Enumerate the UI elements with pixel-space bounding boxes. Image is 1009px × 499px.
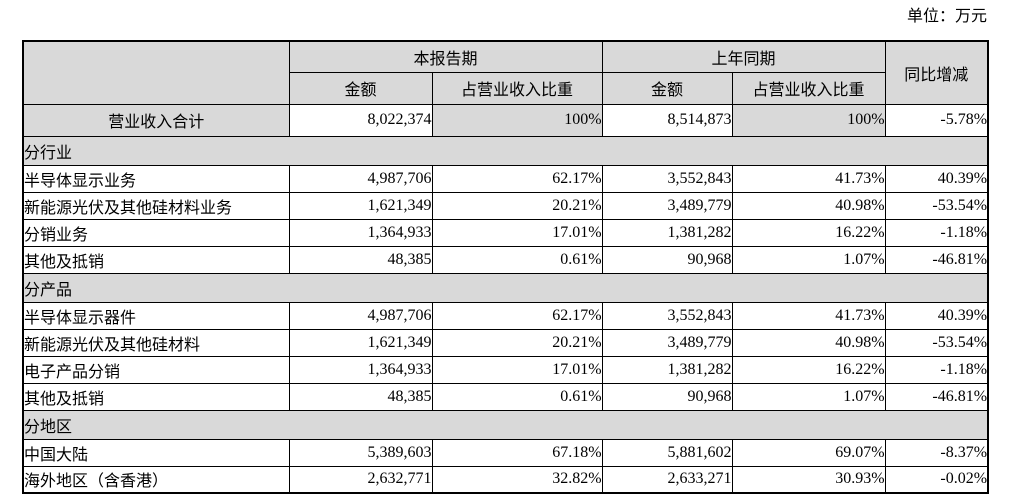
prior-ratio-cell: 1.07% — [731, 245, 886, 274]
table-row: 海外地区（含香港） 2,632,771 32.82% 2,633,271 30.93% -… — [22, 465, 989, 494]
yoy-cell: -1.18% — [884, 355, 989, 384]
current-amount-cell: 4,987,706 — [288, 164, 433, 193]
table-row: 电子产品分销 1,364,933 17.01% 1,381,282 16.22% -1.1… — [22, 355, 989, 384]
yoy-cell: -46.81% — [884, 245, 989, 274]
yoy-change-header: 同比增减 — [884, 40, 989, 105]
prior-ratio-cell: 30.93% — [731, 465, 886, 494]
yoy-cell: -53.54% — [884, 328, 989, 357]
section-title: 分产品 — [22, 272, 989, 303]
table-row: 新能源光伏及其他硅材料业务 1,621,349 20.21% 3,489,779 40.… — [22, 191, 989, 220]
row-label-cell: 营业收入合计 — [22, 103, 290, 137]
prior-amount-cell: 3,552,843 — [601, 301, 733, 330]
current-amount-cell: 4,987,706 — [288, 301, 433, 330]
prior-ratio-cell: 40.98% — [731, 328, 886, 357]
row-label-cell: 新能源光伏及其他硅材料业务 — [22, 191, 290, 220]
current-amount-cell: 1,364,933 — [288, 218, 433, 247]
revenue-breakdown-table: 本报告期 上年同期 同比增减 金额 占营业收入比重 金额 占营业收入比重 营业收… — [22, 40, 990, 494]
current-ratio-cell: 17.01% — [431, 218, 603, 247]
prior-amount-cell: 1,381,282 — [601, 355, 733, 384]
current-ratio-cell: 67.18% — [431, 438, 603, 467]
row-label-cell: 电子产品分销 — [22, 355, 290, 384]
current-amount-cell: 1,364,933 — [288, 355, 433, 384]
header-row-periods: 本报告期 上年同期 同比增减 — [22, 40, 989, 105]
prior-ratio-cell: 40.98% — [731, 191, 886, 220]
row-label-cell: 其他及抵销 — [22, 245, 290, 274]
current-ratio-header: 占营业收入比重 — [431, 71, 603, 105]
current-amount-cell: 1,621,349 — [288, 191, 433, 220]
table-row: 其他及抵销 48,385 0.61% 90,968 1.07% -46.81% — [22, 245, 989, 274]
current-amount-cell: 2,632,771 — [288, 465, 433, 494]
prior-ratio-header: 占营业收入比重 — [731, 71, 886, 105]
blank-header-cell — [22, 40, 290, 105]
current-amount-cell: 48,385 — [288, 245, 433, 274]
prior-amount-cell: 8,514,873 — [601, 103, 733, 137]
current-ratio-cell: 62.17% — [431, 164, 603, 193]
current-ratio-cell: 32.82% — [431, 465, 603, 494]
table-row: 分销业务 1,364,933 17.01% 1,381,282 16.22% -1.18% — [22, 218, 989, 247]
yoy-cell: 40.39% — [884, 164, 989, 193]
prior-amount-cell: 2,633,271 — [601, 465, 733, 494]
prior-amount-cell: 90,968 — [601, 382, 733, 411]
current-period-header: 本报告期 — [288, 40, 603, 73]
yoy-cell: -5.78% — [884, 103, 989, 137]
table-row: 新能源光伏及其他硅材料 1,621,349 20.21% 3,489,779 40.98… — [22, 328, 989, 357]
total-row: 营业收入合计 8,022,374 100% 8,514,873 100% -5.78% — [22, 103, 989, 137]
prior-amount-cell: 3,552,843 — [601, 164, 733, 193]
current-amount-cell: 5,389,603 — [288, 438, 433, 467]
prior-ratio-cell: 16.22% — [731, 355, 886, 384]
section-header-row: 分行业 — [22, 135, 989, 166]
row-label-cell: 新能源光伏及其他硅材料 — [22, 328, 290, 357]
row-label-cell: 分销业务 — [22, 218, 290, 247]
prior-amount-cell: 5,881,602 — [601, 438, 733, 467]
prior-ratio-cell: 100% — [731, 103, 886, 137]
yoy-cell: 40.39% — [884, 301, 989, 330]
current-ratio-cell: 0.61% — [431, 382, 603, 411]
current-ratio-cell: 20.21% — [431, 191, 603, 220]
row-label-cell: 海外地区（含香港） — [22, 465, 290, 494]
yoy-cell: -53.54% — [884, 191, 989, 220]
row-label-cell: 其他及抵销 — [22, 382, 290, 411]
table-row: 半导体显示器件 4,987,706 62.17% 3,552,843 41.73% 40.… — [22, 301, 989, 330]
prior-ratio-cell: 41.73% — [731, 164, 886, 193]
unit-label: 单位：万元 — [906, 8, 987, 25]
current-amount-cell: 1,621,349 — [288, 328, 433, 357]
table-row: 半导体显示业务 4,987,706 62.17% 3,552,843 41.73% 40.… — [22, 164, 989, 193]
current-ratio-cell: 17.01% — [431, 355, 603, 384]
header-row-subcolumns: 金额 占营业收入比重 金额 占营业收入比重 — [23, 71, 988, 105]
row-label-cell: 半导体显示业务 — [22, 164, 290, 193]
section-header-row: 分产品 — [22, 272, 989, 303]
prior-ratio-cell: 1.07% — [731, 382, 886, 411]
prior-period-header: 上年同期 — [601, 40, 886, 73]
yoy-cell: -0.02% — [884, 465, 989, 494]
prior-amount-header: 金额 — [601, 71, 733, 105]
current-ratio-cell: 62.17% — [431, 301, 603, 330]
yoy-cell: -8.37% — [884, 438, 989, 467]
current-amount-header: 金额 — [288, 71, 433, 105]
section-header-row: 分地区 — [22, 409, 989, 440]
current-ratio-cell: 0.61% — [431, 245, 603, 274]
prior-ratio-cell: 16.22% — [731, 218, 886, 247]
table-row: 中国大陆 5,389,603 67.18% 5,881,602 69.07% -8.37% — [22, 438, 989, 467]
row-label-cell: 半导体显示器件 — [22, 301, 290, 330]
section-title: 分行业 — [22, 135, 989, 166]
prior-amount-cell: 90,968 — [601, 245, 733, 274]
current-ratio-cell: 100% — [431, 103, 603, 137]
prior-amount-cell: 3,489,779 — [601, 191, 733, 220]
prior-ratio-cell: 41.73% — [731, 301, 886, 330]
row-label-cell: 中国大陆 — [22, 438, 290, 467]
prior-amount-cell: 1,381,282 — [601, 218, 733, 247]
prior-amount-cell: 3,489,779 — [601, 328, 733, 357]
prior-ratio-cell: 69.07% — [731, 438, 886, 467]
current-amount-cell: 48,385 — [288, 382, 433, 411]
current-amount-cell: 8,022,374 — [288, 103, 433, 137]
section-title: 分地区 — [22, 409, 989, 440]
table-row: 其他及抵销 48,385 0.61% 90,968 1.07% -46.81% — [22, 382, 989, 411]
current-ratio-cell: 20.21% — [431, 328, 603, 357]
yoy-cell: -1.18% — [884, 218, 989, 247]
yoy-cell: -46.81% — [884, 382, 989, 411]
